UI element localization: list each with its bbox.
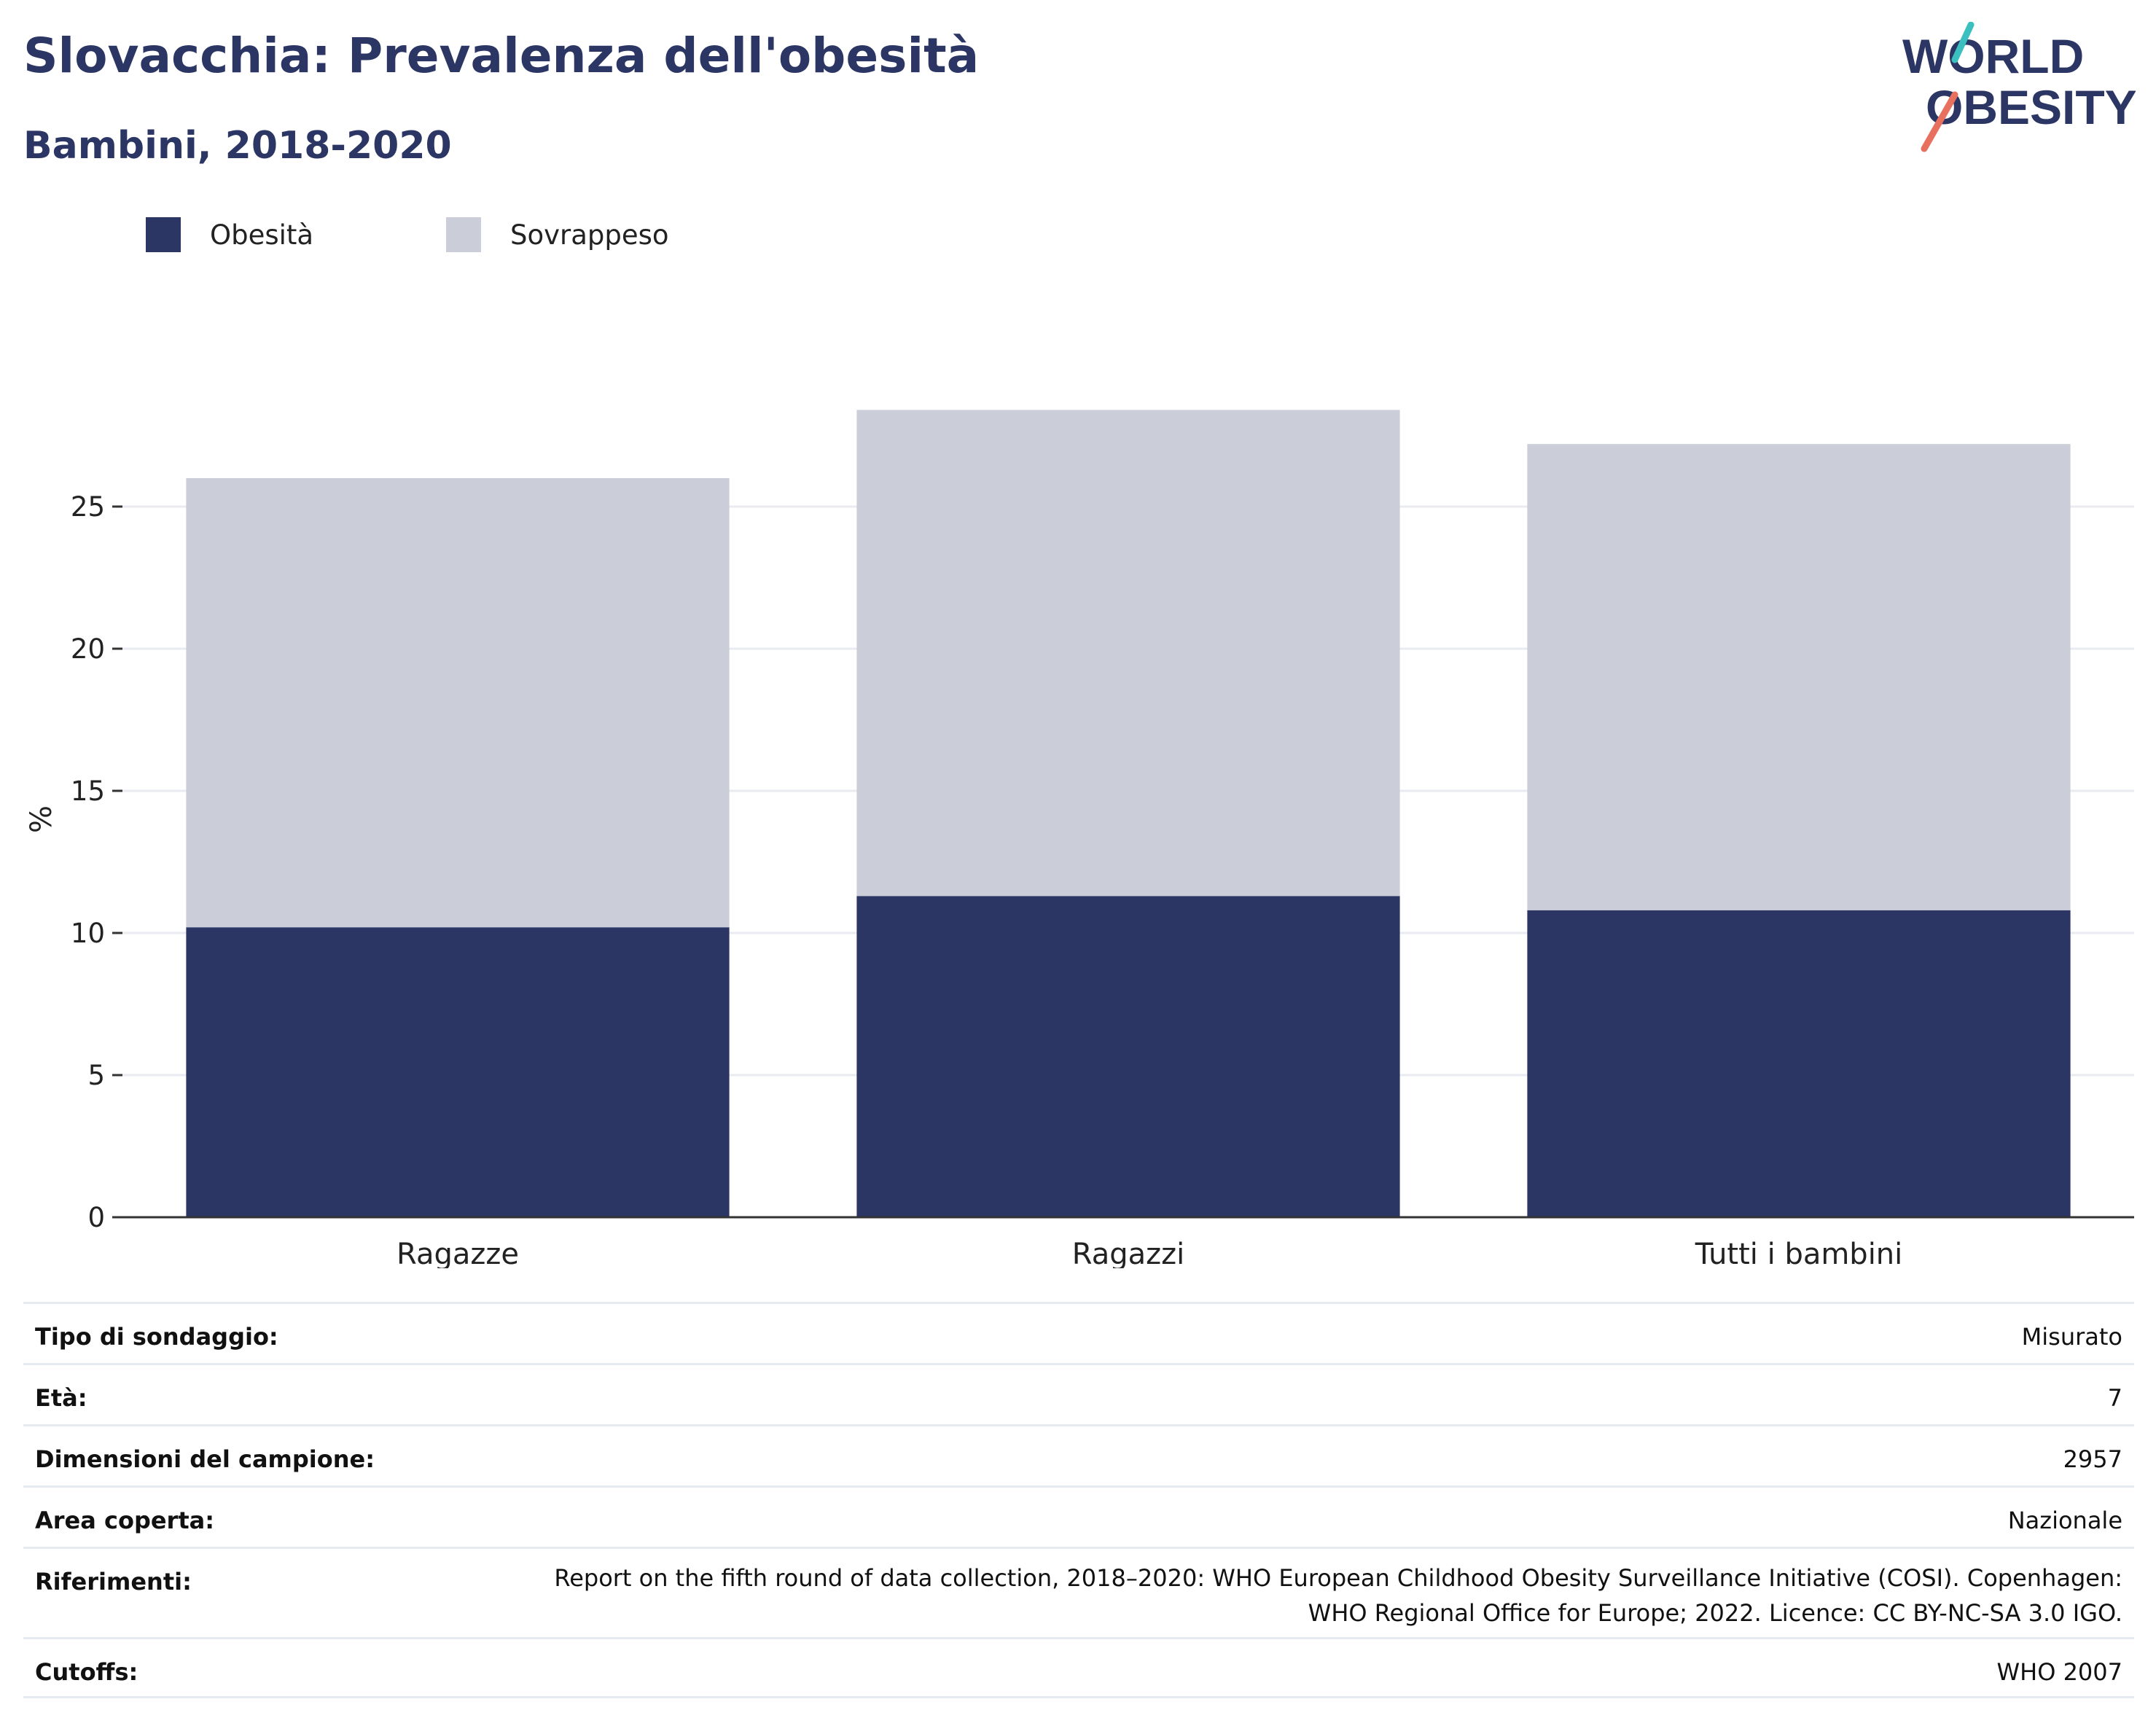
x-tick-label: Ragazzi: [1072, 1238, 1184, 1268]
y-tick-label: 10: [71, 918, 105, 949]
info-row: Dimensioni del campione: 2957: [23, 1424, 2134, 1485]
svg-text:WORLD: WORLD: [1902, 29, 2084, 83]
reference-line: WHO Regional Office for Europe; 2022. Li…: [1308, 1599, 2122, 1627]
info-label: Riferimenti:: [35, 1568, 192, 1596]
x-tick-label: Tutti i bambini: [1695, 1238, 1903, 1268]
info-value: 2957: [2063, 1445, 2122, 1473]
info-value: WHO 2007: [1996, 1658, 2123, 1686]
legend-item-sovrappeso: Sovrappeso: [446, 217, 669, 252]
chart-subtitle: Bambini, 2018-2020: [23, 124, 452, 168]
info-label: Cutoffs:: [35, 1658, 138, 1686]
legend-swatch-sovrappeso: [446, 217, 481, 252]
world-obesity-logo: WORLD OBESITY: [1902, 22, 2136, 152]
bar-obesita-0: [186, 927, 730, 1217]
info-table: Tipo di sondaggio: Misurato Età: 7 Dimension…: [23, 1302, 2134, 1698]
info-row: Cutoffs: WHO 2007: [23, 1637, 2134, 1698]
info-value: 7: [2107, 1384, 2122, 1412]
y-tick-label: 20: [71, 633, 105, 665]
info-value: Report on the fifth round of data collec…: [554, 1561, 2122, 1630]
legend-label-sovrappeso: Sovrappeso: [510, 219, 669, 251]
bar-sovrappeso-2: [1527, 444, 2071, 910]
info-row: Età: 7: [23, 1363, 2134, 1424]
info-label: Tipo di sondaggio:: [35, 1323, 278, 1351]
info-row: Tipo di sondaggio: Misurato: [23, 1302, 2134, 1363]
y-tick-label: 0: [87, 1202, 105, 1233]
info-value: Misurato: [2021, 1323, 2122, 1351]
x-tick-label: Ragazze: [397, 1238, 519, 1268]
info-label: Area coperta:: [35, 1507, 215, 1534]
bar-obesita-1: [856, 896, 1400, 1217]
bar-sovrappeso-0: [186, 478, 730, 928]
reference-line: Report on the fifth round of data collec…: [554, 1564, 2122, 1592]
bar-chart: 0 5 10 15 20 25% Ragazze Ragazzi Tutti i bambini: [25, 410, 2134, 1268]
y-tick-label: 25: [71, 491, 105, 523]
info-row: Riferimenti: Report on the fifth round of…: [23, 1547, 2134, 1637]
legend-swatch-obesita: [146, 217, 181, 252]
info-label: Dimensioni del campione:: [35, 1445, 375, 1473]
y-tick-label: 15: [71, 776, 105, 807]
y-axis-title: %: [25, 805, 58, 833]
bar-obesita-2: [1527, 910, 2071, 1217]
legend-label-obesita: Obesità: [210, 219, 314, 251]
y-tick-label: 5: [87, 1060, 105, 1091]
svg-text:OBESITY: OBESITY: [1926, 80, 2136, 134]
legend-item-obesita: Obesità: [146, 217, 313, 252]
chart-title: Slovacchia: Prevalenza dell'obesità: [23, 28, 980, 84]
info-value: Nazionale: [2007, 1507, 2122, 1534]
info-label: Età:: [35, 1384, 87, 1412]
bar-sovrappeso-1: [856, 410, 1400, 897]
info-row: Area coperta: Nazionale: [23, 1485, 2134, 1547]
